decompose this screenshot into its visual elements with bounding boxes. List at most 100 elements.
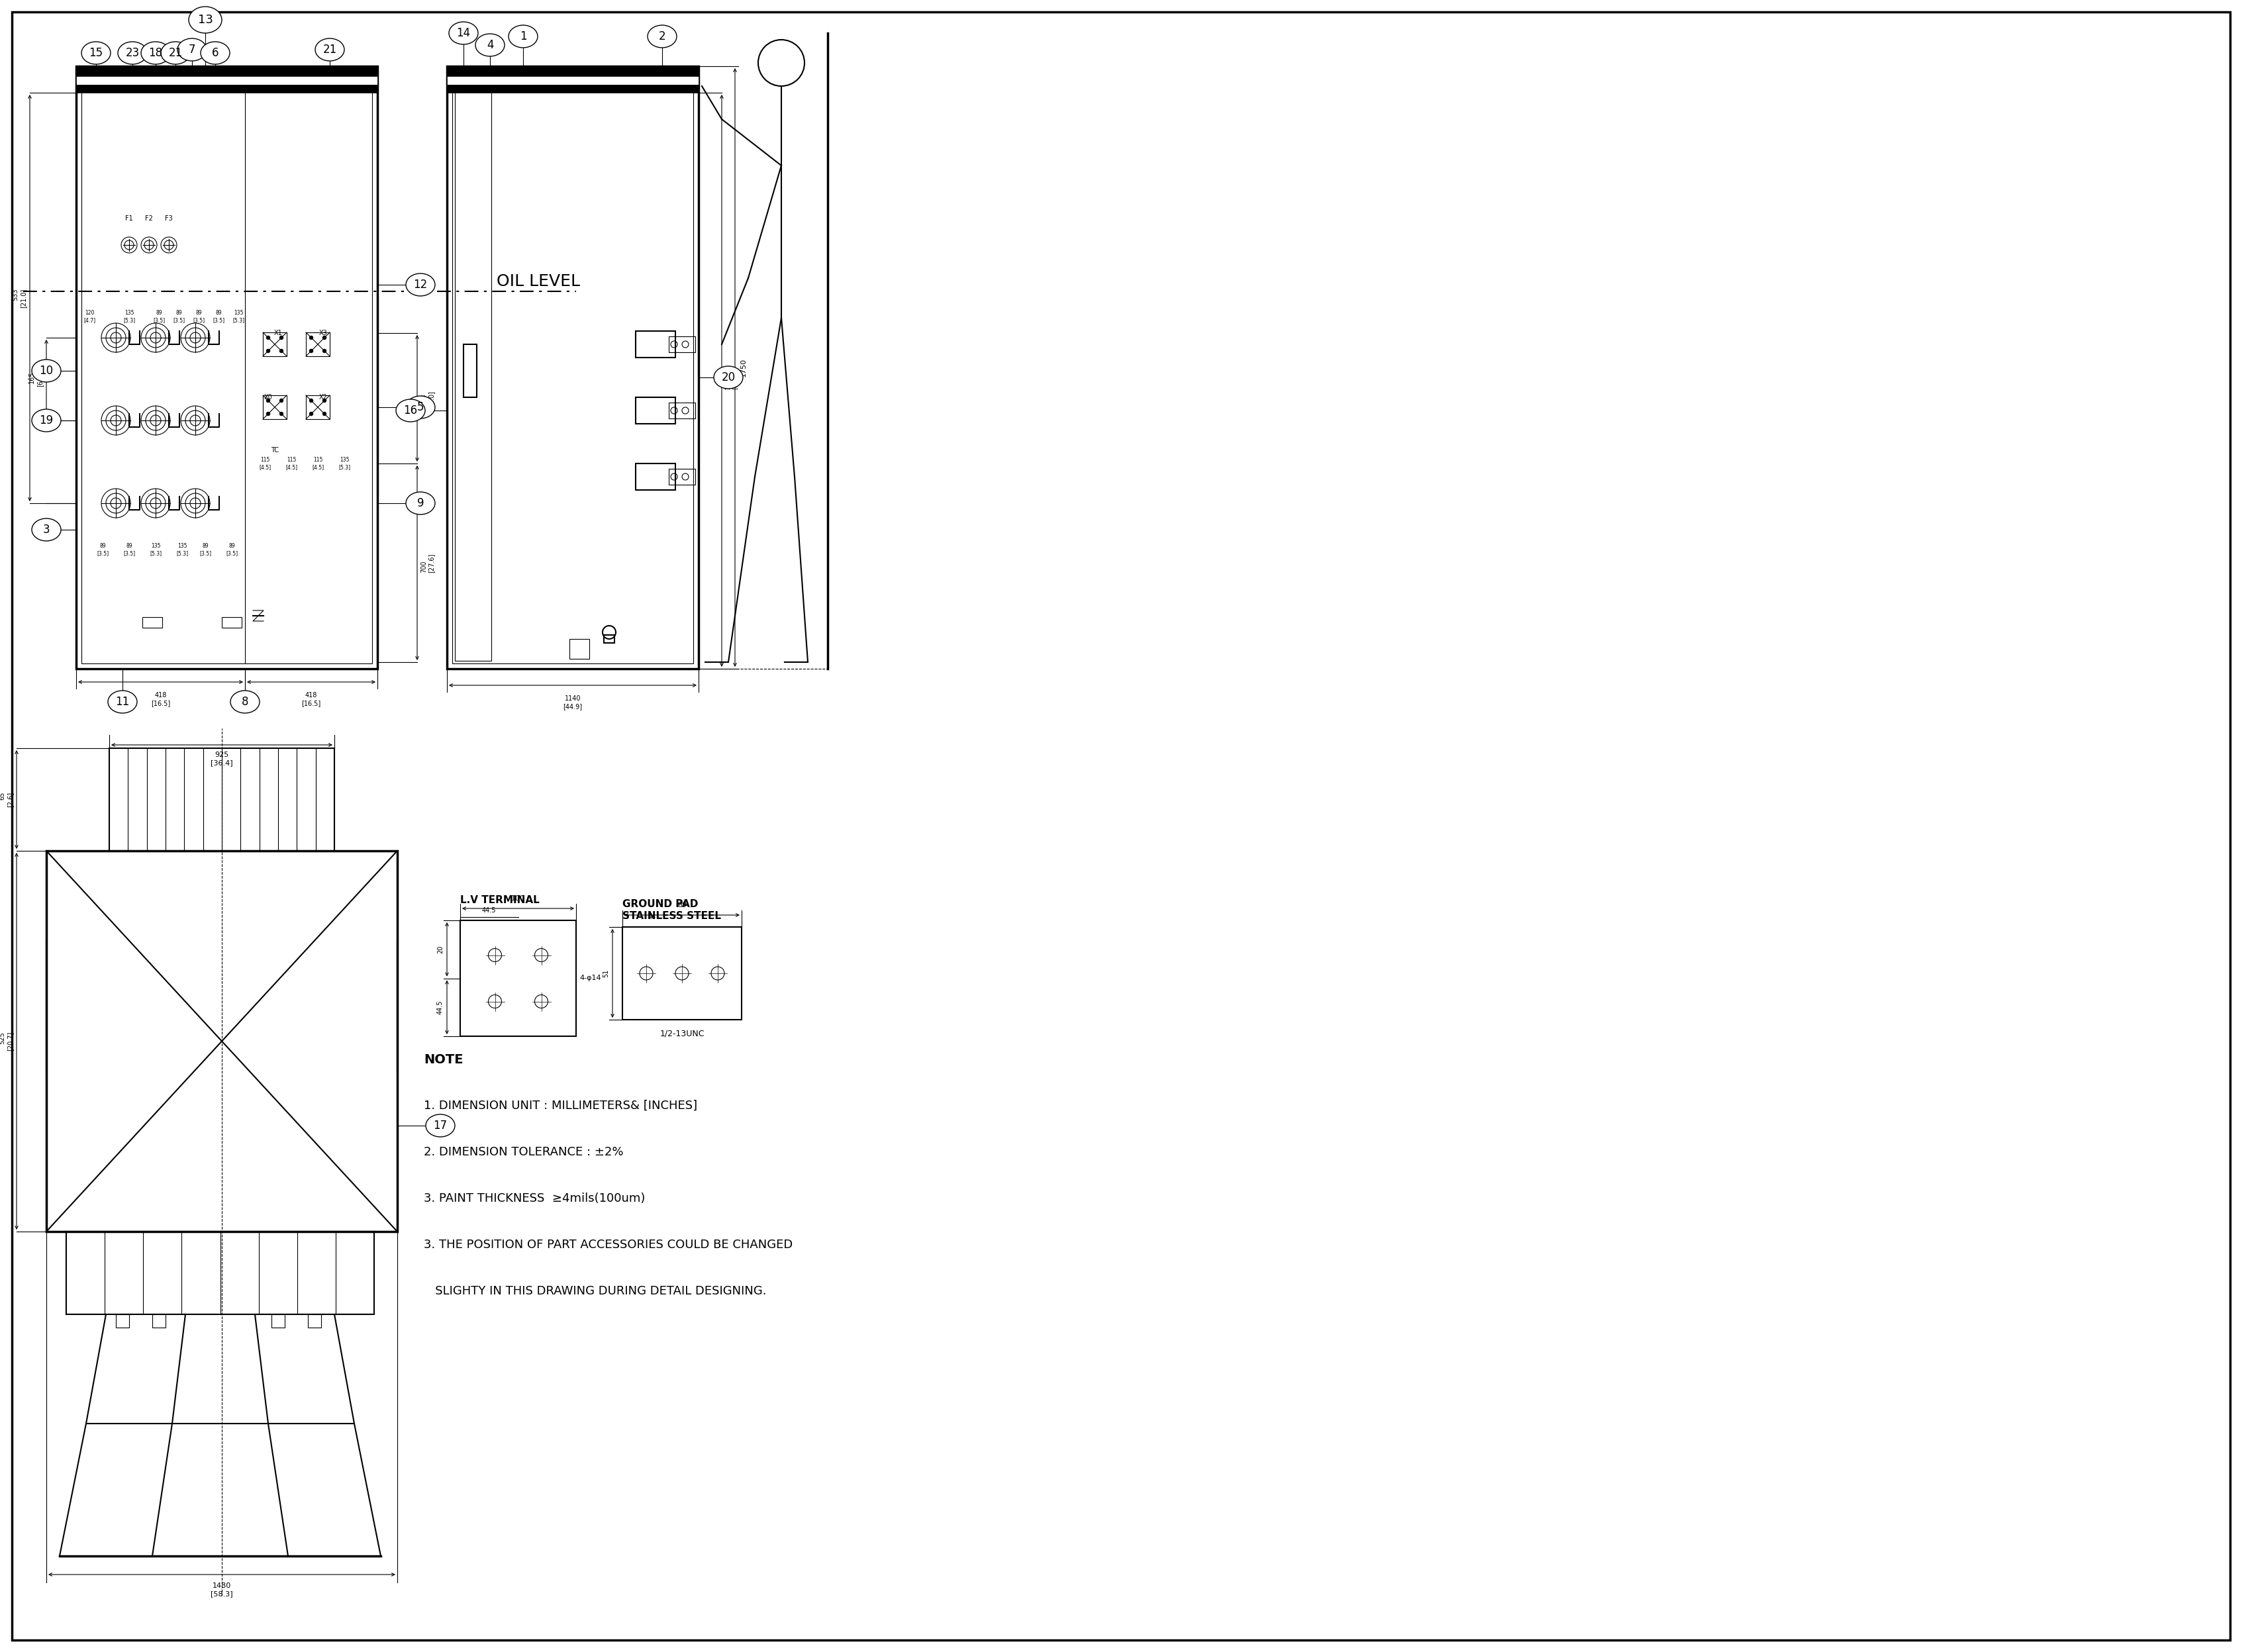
Text: 115
[4.5]: 115 [4.5] [312,458,323,469]
Ellipse shape [448,21,478,45]
Text: 89
[3.5]: 89 [3.5] [226,544,238,557]
Bar [668,469,695,484]
Bar [637,464,675,491]
Text: F2: F2 [146,215,152,221]
Ellipse shape [231,691,260,714]
Bar [271,1315,285,1328]
Text: 165
[6.5]: 165 [6.5] [29,372,43,387]
Ellipse shape [406,274,435,296]
Text: 1480
[58.3]: 1480 [58.3] [211,1583,233,1597]
Text: 5: 5 [417,401,424,413]
Bar [81,71,372,664]
Text: X3: X3 [318,330,327,337]
Circle shape [280,349,282,354]
Bar [446,66,700,76]
Text: 203
[8.0]: 203 [8.0] [421,390,435,406]
Circle shape [280,411,282,416]
Bar [262,395,287,420]
Text: 44.5: 44.5 [437,999,444,1014]
Ellipse shape [397,400,426,421]
Bar [464,344,478,396]
Text: 2. DIMENSION TOLERANCE : ±2%: 2. DIMENSION TOLERANCE : ±2% [424,1146,623,1158]
Text: 2: 2 [659,30,666,43]
Text: 6: 6 [211,46,220,59]
Text: 21: 21 [323,43,336,56]
Text: 1/2-13UNC: 1/2-13UNC [659,1029,704,1037]
Text: 533
[21.0]: 533 [21.0] [11,287,27,307]
Ellipse shape [141,41,170,64]
Bar [668,403,695,418]
Text: X2: X2 [318,393,327,400]
Text: 11: 11 [114,695,130,707]
Text: X1: X1 [274,330,282,337]
Text: 89
[3.5]: 89 [3.5] [193,311,204,322]
Text: 115
[4.5]: 115 [4.5] [285,458,298,469]
Text: 4-φ14: 4-φ14 [578,975,601,981]
Ellipse shape [509,25,538,48]
Bar [637,330,675,357]
Text: 135
[5.3]: 135 [5.3] [177,544,188,557]
Circle shape [280,398,282,403]
Text: TC: TC [271,448,278,454]
Ellipse shape [108,691,137,714]
Ellipse shape [81,41,110,64]
Bar [47,851,397,1231]
Text: 14: 14 [457,26,471,40]
Text: 19: 19 [40,415,54,426]
Circle shape [323,398,327,403]
Bar [152,1315,166,1328]
Text: 20: 20 [437,945,444,953]
Text: 51: 51 [603,970,610,978]
Circle shape [267,411,269,416]
Text: 10: 10 [40,365,54,377]
Text: 9: 9 [417,497,424,509]
Bar [455,74,491,661]
Bar [76,84,377,93]
Text: 100: 100 [511,895,525,902]
Text: 44.5: 44.5 [482,907,495,914]
Ellipse shape [161,41,191,64]
Bar [446,66,700,669]
Text: 3: 3 [43,524,49,535]
Circle shape [323,411,327,416]
Bar [668,337,695,352]
Text: 16: 16 [404,405,417,416]
Text: 89
[3.5]: 89 [3.5] [213,311,224,322]
Ellipse shape [177,38,206,61]
Text: 4: 4 [487,40,493,51]
Bar [117,1315,130,1328]
Bar [76,76,377,84]
Text: 7: 7 [188,43,195,56]
Text: GROUND PAD: GROUND PAD [623,899,697,909]
Text: 418
[16.5]: 418 [16.5] [300,692,321,705]
Circle shape [309,398,314,403]
Text: 135
[5.3]: 135 [5.3] [123,311,135,322]
Circle shape [280,335,282,340]
Text: NOTE: NOTE [424,1052,464,1066]
Text: 18: 18 [148,46,164,59]
Text: F3: F3 [166,215,173,221]
Text: X0: X0 [265,393,271,400]
Circle shape [309,335,314,340]
Bar [453,71,693,664]
Text: L.V TERMINAL: L.V TERMINAL [460,895,540,905]
Text: 1: 1 [520,30,527,43]
Ellipse shape [406,492,435,514]
Bar [307,1315,321,1328]
Circle shape [267,398,269,403]
Circle shape [323,335,327,340]
Bar [222,618,242,628]
Bar [460,920,576,1036]
Text: 700
[27.6]: 700 [27.6] [421,553,435,573]
Text: 3. THE POSITION OF PART ACCESSORIES COULD BE CHANGED: 3. THE POSITION OF PART ACCESSORIES COUL… [424,1239,794,1251]
Bar [305,332,330,357]
Text: 1593
[62.7]: 1593 [62.7] [724,372,738,390]
Ellipse shape [31,410,61,431]
Circle shape [309,411,314,416]
Text: 1140
[44.9]: 1140 [44.9] [563,695,583,709]
Ellipse shape [426,1115,455,1137]
Text: 135
[5.3]: 135 [5.3] [150,544,161,557]
Text: 89
[3.5]: 89 [3.5] [123,544,135,557]
Circle shape [323,349,327,354]
Bar [603,634,614,643]
